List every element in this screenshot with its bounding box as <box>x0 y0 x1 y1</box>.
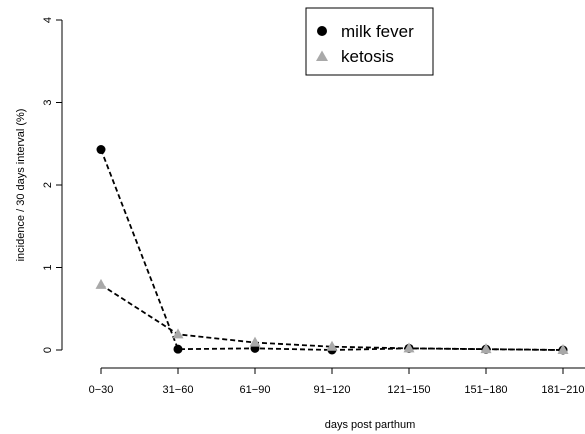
data-point-ketosis <box>326 340 338 351</box>
legend-label-ketosis: ketosis <box>341 47 394 66</box>
data-point-milk-fever <box>96 145 106 155</box>
x-tick-label: 181−210 <box>541 384 584 396</box>
y-tick-label: 3 <box>42 99 54 105</box>
y-axis: 0 1 2 3 4 <box>42 17 63 353</box>
y-tick-label: 2 <box>42 182 54 188</box>
x-axis-title: days post parthum <box>325 419 416 431</box>
legend-box <box>305 7 434 76</box>
series-line-milk-fever <box>100 149 564 351</box>
data-point-ketosis <box>557 344 569 354</box>
legend: milk fever ketosis <box>305 7 434 76</box>
x-tick-label: 91−120 <box>313 384 350 396</box>
data-point-ketosis <box>95 278 107 289</box>
y-tick-label: 4 <box>42 17 54 23</box>
x-axis: 0−30 31−60 61−90 91−120 121−150 151−180 181−21… <box>89 367 585 396</box>
data-point-ketosis <box>172 328 184 339</box>
x-tick-label: 61−90 <box>240 384 271 396</box>
legend-marker-ketosis <box>316 50 328 61</box>
legend-marker-milk-fever <box>317 26 327 36</box>
y-tick-label: 0 <box>42 347 54 353</box>
x-tick-label: 121−150 <box>387 384 430 396</box>
x-tick-label: 31−60 <box>163 384 194 396</box>
series-markers <box>95 145 569 355</box>
y-axis-title: incidence / 30 days interval (%) <box>15 109 27 262</box>
data-point-milk-fever <box>173 344 183 354</box>
data-point-ketosis <box>480 343 492 354</box>
x-tick-label: 0−30 <box>89 384 114 396</box>
series-lines <box>100 149 564 351</box>
series-line-ketosis <box>100 284 564 351</box>
y-tick-label: 1 <box>42 264 54 270</box>
data-point-ketosis <box>249 336 261 347</box>
x-tick-label: 151−180 <box>464 384 507 396</box>
legend-label-milk-fever: milk fever <box>341 22 414 41</box>
data-point-ketosis <box>403 342 415 353</box>
